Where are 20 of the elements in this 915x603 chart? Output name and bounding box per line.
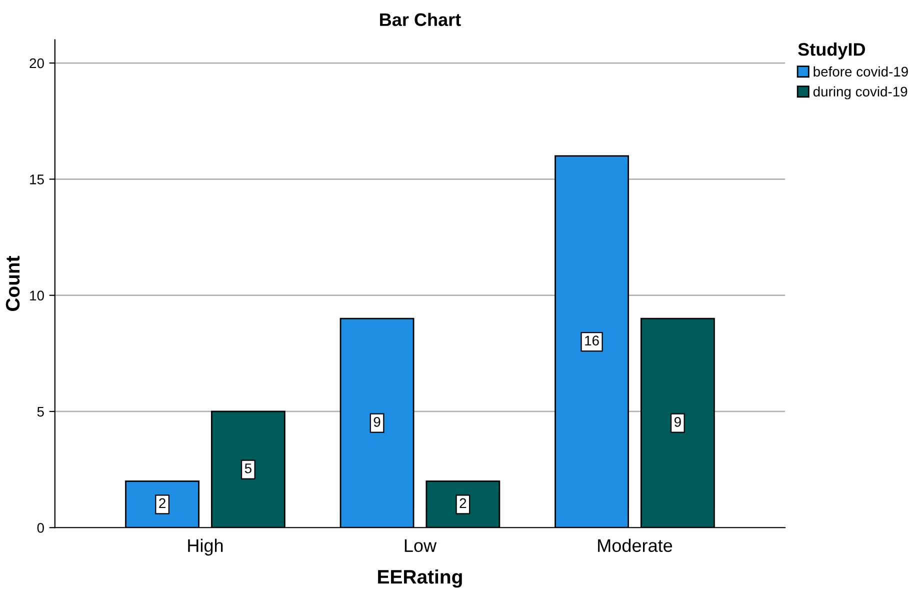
x-tick-label: Low [404, 539, 437, 552]
data-label: 2 [460, 498, 466, 508]
data-label: 9 [374, 416, 380, 427]
y-tick-label: 0 [37, 522, 44, 533]
data-label: 2 [159, 498, 166, 508]
legend-label: during covid-19 [813, 86, 908, 100]
y-tick-label: 10 [30, 290, 44, 300]
data-label: 16 [585, 336, 599, 346]
legend-title: StudyID [798, 42, 866, 60]
y-tick-label: 20 [30, 58, 44, 68]
y-tick-label: 5 [37, 406, 44, 417]
data-label: 9 [674, 416, 681, 427]
legend-label: before covid-19 [814, 66, 908, 77]
data-label: 5 [244, 464, 252, 474]
x-axis-title: EERating [378, 569, 462, 588]
chart-title: Bar Chart [380, 12, 461, 26]
y-axis-title: Count [6, 256, 20, 311]
y-tick-label: 15 [30, 174, 44, 184]
x-tick-label: High [188, 538, 223, 556]
x-tick-label: Moderate [598, 538, 672, 552]
